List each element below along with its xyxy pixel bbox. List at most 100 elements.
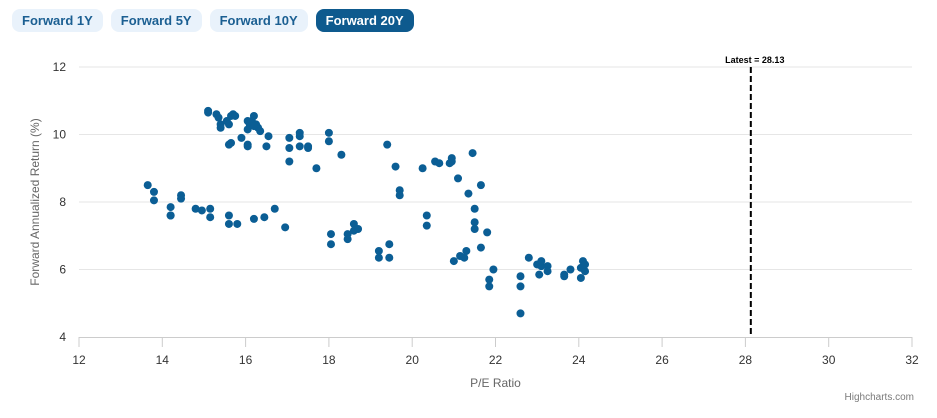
scatter-point (206, 213, 215, 222)
scatter-point (324, 128, 333, 137)
scatter-point (166, 211, 175, 220)
scatter-point (166, 203, 175, 212)
tab-forward-5y[interactable]: Forward 5Y (110, 9, 202, 32)
scatter-point (224, 211, 233, 220)
scatter-point (581, 267, 590, 276)
scatter-point (576, 273, 585, 282)
scatter-point (560, 272, 569, 281)
x-tick-label: 26 (655, 353, 669, 367)
y-tick-label: 4 (59, 330, 66, 344)
scatter-point (516, 309, 525, 318)
scatter-point (485, 275, 494, 284)
scatter-point (233, 219, 242, 228)
x-tick-label: 32 (905, 353, 919, 367)
scatter-point (224, 120, 233, 129)
scatter-point (374, 246, 383, 255)
scatter-point (227, 138, 236, 147)
scatter-point (281, 223, 290, 232)
y-tick-label: 12 (53, 60, 67, 74)
scatter-point (191, 204, 200, 213)
scatter-point (460, 253, 469, 262)
scatter-point (343, 235, 352, 244)
scatter-point (149, 187, 158, 196)
scatter-point (566, 265, 575, 274)
scatter-point (224, 219, 233, 228)
scatter-point (262, 142, 271, 151)
scatter-point (143, 181, 152, 190)
scatter-point (462, 246, 471, 255)
scatter-point (231, 111, 240, 120)
x-axis-title: P/E Ratio (470, 376, 521, 390)
x-tick-label: 22 (489, 353, 503, 367)
scatter-point (295, 142, 304, 151)
scatter-point (216, 123, 225, 132)
scatter-point (177, 194, 186, 203)
scatter-point (543, 267, 552, 276)
x-tick-label: 28 (739, 353, 753, 367)
scatter-point (285, 133, 294, 142)
highcharts-credit[interactable]: Highcharts.com (844, 392, 914, 403)
tab-forward-10y[interactable]: Forward 10Y (209, 9, 308, 32)
latest-pe-label: Latest = 28.13 (725, 55, 784, 65)
scatter-point (324, 137, 333, 146)
scatter-point (337, 150, 346, 159)
scatter-point (422, 221, 431, 230)
scatter-point (249, 111, 258, 120)
scatter-point (385, 253, 394, 262)
x-tick-label: 20 (406, 353, 420, 367)
scatter-point (435, 159, 444, 168)
scatter-point (326, 240, 335, 249)
x-tick-label: 30 (822, 353, 836, 367)
tab-forward-1y[interactable]: Forward 1Y (12, 9, 103, 32)
scatter-point (304, 142, 313, 151)
x-tick-label: 16 (239, 353, 253, 367)
scatter-point (285, 144, 294, 152)
scatter-point (249, 122, 258, 131)
scatter-point (422, 211, 431, 220)
scatter-point (537, 257, 546, 266)
scatter-point (581, 260, 590, 269)
scatter-point (418, 164, 427, 173)
scatter-point (489, 265, 498, 274)
scatter-point (516, 272, 525, 281)
scatter-point (483, 228, 492, 237)
scatter-point (197, 206, 206, 215)
scatter-point (270, 204, 279, 213)
y-tick-label: 8 (59, 195, 66, 209)
range-tabs: Forward 1Y Forward 5Y Forward 10Y Forwar… (12, 9, 414, 32)
scatter-point (214, 113, 223, 122)
scatter-point (204, 108, 213, 117)
scatter-point (385, 240, 394, 249)
scatter-point (285, 157, 294, 166)
tab-forward-20y[interactable]: Forward 20Y (315, 9, 414, 32)
scatter-point (264, 132, 273, 141)
scatter-point (395, 191, 404, 200)
scatter-point (206, 204, 215, 213)
scatter-point (243, 142, 252, 151)
scatter-point (470, 204, 479, 213)
scatter-point (354, 225, 363, 233)
scatter-point (260, 213, 269, 222)
scatter-point (447, 157, 456, 166)
scatter-point (535, 270, 544, 279)
scatter-point (470, 218, 479, 227)
scatter-point (326, 230, 335, 239)
scatter-point (243, 125, 252, 134)
scatter-point (449, 257, 458, 266)
x-tick-label: 24 (572, 353, 586, 367)
y-tick-label: 10 (53, 128, 67, 142)
scatter-point (454, 174, 463, 183)
scatter-point (476, 181, 485, 190)
scatter-point (237, 133, 246, 142)
scatter-point (476, 243, 485, 252)
x-tick-label: 18 (322, 353, 336, 367)
x-tick-label: 14 (156, 353, 170, 367)
scatter-point (374, 253, 383, 262)
scatter-point (516, 282, 525, 291)
scatter-point (464, 189, 473, 198)
scatter-point (383, 140, 392, 149)
x-tick-label: 12 (72, 353, 86, 367)
scatter-point (312, 164, 321, 173)
scatter-point (149, 196, 158, 205)
